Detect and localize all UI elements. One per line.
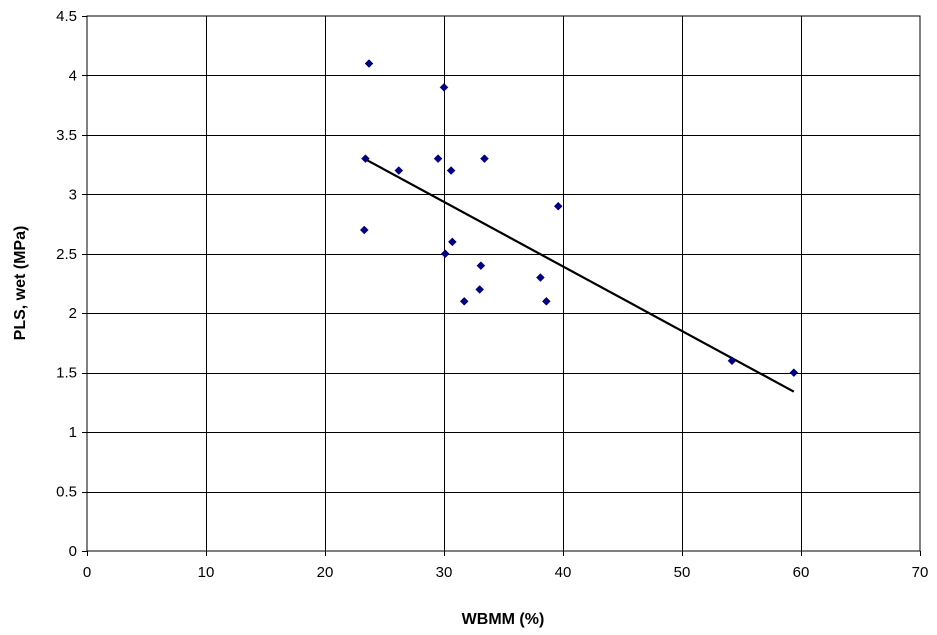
- data-point: [447, 237, 457, 247]
- data-point: [359, 225, 369, 235]
- data-point: [440, 249, 450, 259]
- y-axis-title: PLS, wet (MPa): [12, 226, 29, 341]
- x-axis-title: WBMM (%): [462, 611, 545, 628]
- y-axis-ticks: 0 0.5 1 1.5 2 2.5 3 3.5 4 4.5: [56, 8, 87, 560]
- data-point: [394, 166, 404, 175]
- y-tick-label: 4: [69, 67, 77, 84]
- data-point: [553, 201, 563, 211]
- x-tick-label: 50: [674, 564, 691, 581]
- y-tick-label: 0.5: [56, 484, 77, 501]
- x-tick-label: 20: [317, 564, 334, 581]
- x-tick-label: 10: [198, 564, 215, 581]
- data-point: [364, 59, 374, 68]
- data-point: [541, 296, 551, 306]
- x-tick-label: 40: [555, 564, 572, 581]
- x-gridlines: [206, 16, 802, 551]
- plot-area: [86, 15, 921, 552]
- data-point: [433, 154, 443, 164]
- y-gridlines: [87, 75, 920, 493]
- data-point: [536, 273, 545, 282]
- y-tick-label: 1.5: [56, 365, 77, 382]
- trendline-group: [363, 157, 795, 393]
- x-axis-ticks: 0 10 20 30 40 50 60 70: [83, 551, 929, 581]
- y-tick-label: 3.5: [56, 127, 77, 144]
- data-point: [475, 285, 485, 294]
- data-point: [446, 166, 456, 175]
- y-tick-label: 2.5: [56, 246, 77, 263]
- y-tick-label: 3: [69, 186, 77, 203]
- data-point: [459, 296, 469, 306]
- data-point: [727, 356, 737, 366]
- data-points: [359, 59, 799, 378]
- data-point: [476, 261, 486, 271]
- x-tick-label: 30: [436, 564, 453, 581]
- data-point: [361, 154, 370, 164]
- y-tick-label: 4.5: [56, 8, 77, 25]
- data-point: [439, 82, 449, 92]
- y-tick-label: 0: [69, 543, 77, 560]
- x-tick-label: 60: [793, 564, 810, 581]
- y-tick-label: 2: [69, 305, 77, 322]
- x-tick-label: 0: [83, 564, 91, 581]
- data-point: [480, 154, 489, 164]
- trendline: [363, 157, 795, 393]
- x-tick-label: 70: [912, 564, 929, 581]
- y-tick-label: 1: [69, 424, 77, 441]
- data-point: [789, 368, 799, 378]
